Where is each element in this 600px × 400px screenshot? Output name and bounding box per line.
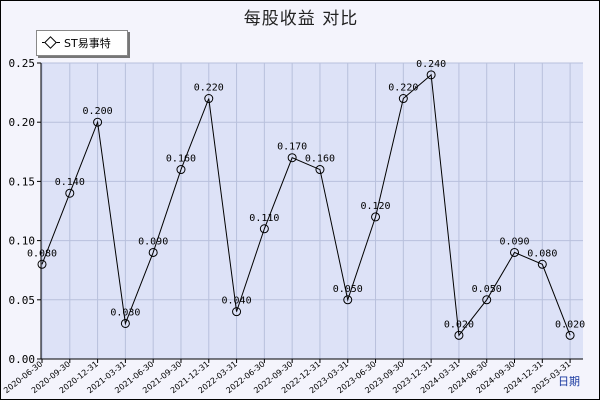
y-tick-label: 0.00 <box>9 353 36 366</box>
y-tick-label: 0.05 <box>9 294 36 307</box>
data-label: 0.220 <box>388 83 418 94</box>
data-point <box>93 117 103 127</box>
data-label: 0.120 <box>360 201 390 212</box>
data-point <box>176 165 186 175</box>
series-line <box>41 73 571 337</box>
y-tick-label: 0.25 <box>9 57 36 70</box>
data-point <box>510 247 520 257</box>
data-point <box>315 165 325 175</box>
y-tick-label: 0.10 <box>9 235 36 248</box>
y-tick-label: 0.20 <box>9 116 36 129</box>
legend: ST易事特 <box>36 30 128 56</box>
data-label: 0.240 <box>416 59 446 70</box>
data-point <box>398 94 408 104</box>
y-tick-label: 0.15 <box>9 175 36 188</box>
data-point <box>482 295 492 305</box>
x-axis-title: 日期 <box>558 375 580 388</box>
data-label: 0.020 <box>555 319 585 330</box>
data-label: 0.140 <box>55 177 85 188</box>
data-point <box>204 94 214 104</box>
data-label: 0.050 <box>472 284 502 295</box>
legend-series-label: ST易事特 <box>64 37 111 50</box>
data-point <box>454 330 464 340</box>
data-point <box>426 70 436 80</box>
data-point <box>120 318 130 328</box>
data-label: 0.160 <box>305 154 335 165</box>
data-label: 0.090 <box>138 236 168 247</box>
data-label: 0.080 <box>27 248 57 259</box>
data-label: 0.090 <box>499 236 529 247</box>
data-point <box>65 188 75 198</box>
data-label: 0.080 <box>527 248 557 259</box>
data-point <box>259 224 269 234</box>
data-point <box>232 307 242 317</box>
data-point <box>537 259 547 269</box>
data-label: 0.030 <box>110 307 140 318</box>
data-label: 0.170 <box>277 142 307 153</box>
data-label: 0.200 <box>83 106 113 117</box>
data-label: 0.020 <box>444 319 474 330</box>
data-label: 0.040 <box>222 296 252 307</box>
data-point <box>343 295 353 305</box>
legend-diamond-marker <box>44 36 57 49</box>
data-point <box>37 259 47 269</box>
data-label: 0.050 <box>333 284 363 295</box>
data-point <box>287 153 297 163</box>
data-point <box>371 212 381 222</box>
chart-title: 每股收益 对比 <box>243 9 359 29</box>
data-label: 0.220 <box>194 83 224 94</box>
data-point <box>148 247 158 257</box>
data-label: 0.110 <box>249 213 279 224</box>
plot-area <box>41 63 583 359</box>
data-label: 0.160 <box>166 154 196 165</box>
data-point <box>565 330 575 340</box>
